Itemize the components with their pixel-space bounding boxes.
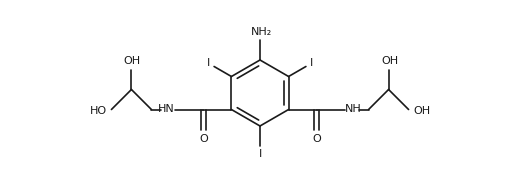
Text: NH₂: NH₂ [251, 27, 271, 37]
Text: I: I [206, 57, 210, 67]
Text: NH: NH [345, 103, 362, 114]
Text: OH: OH [381, 56, 398, 67]
Text: O: O [199, 134, 208, 143]
Text: I: I [311, 57, 314, 67]
Text: OH: OH [413, 106, 430, 116]
Text: OH: OH [124, 56, 141, 67]
Text: HO: HO [90, 106, 107, 116]
Text: O: O [312, 134, 321, 143]
Text: I: I [258, 149, 262, 159]
Text: HN: HN [158, 103, 175, 114]
